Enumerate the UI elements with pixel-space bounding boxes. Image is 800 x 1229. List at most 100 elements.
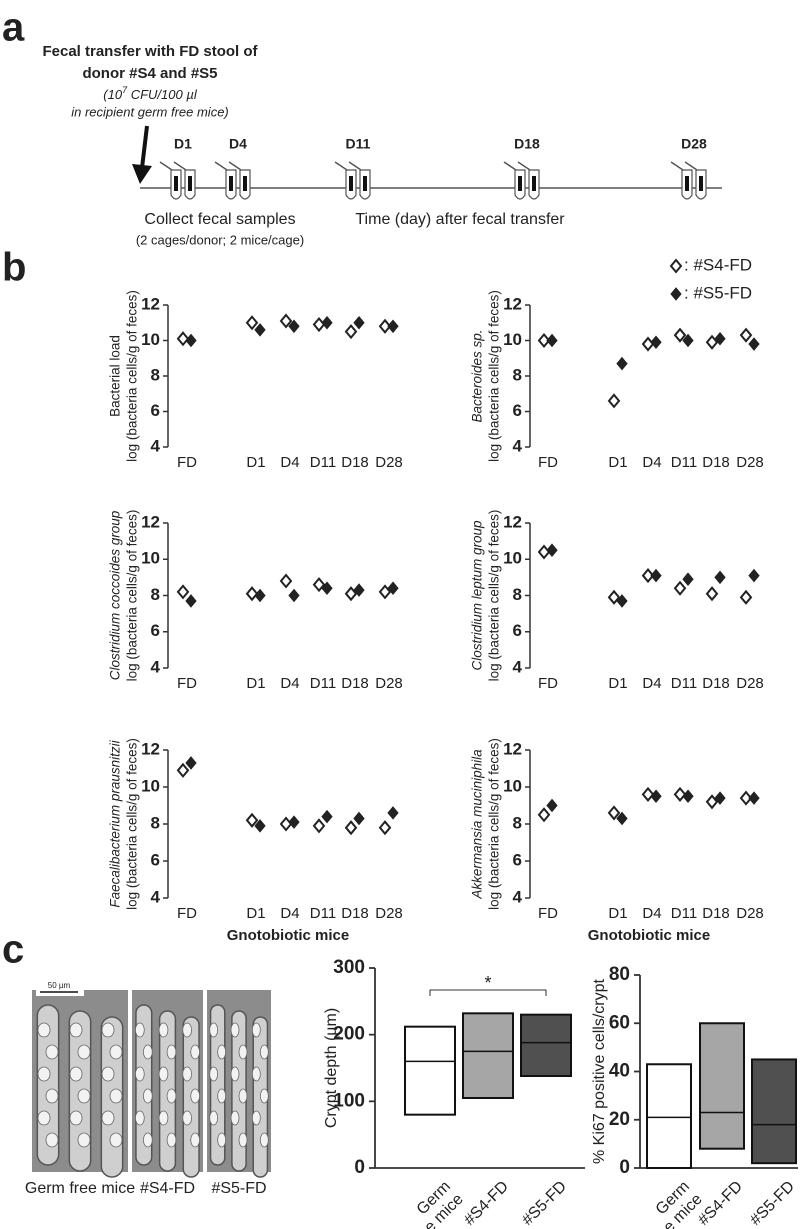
data-point [641, 568, 655, 584]
micrograph-label-box: #S4-FD [140, 1180, 195, 1197]
protocol-note: (107 CFU/100 µl [103, 85, 198, 102]
goblet-cell [142, 1132, 153, 1148]
tube-sample [532, 176, 536, 191]
data-point [353, 811, 365, 826]
goblet-cell [109, 1132, 123, 1148]
y-axis-label: log (bacteria cells/g of feces) [487, 290, 502, 462]
box [462, 1012, 514, 1099]
legend-marker [669, 258, 683, 274]
y-axis-label: Clostridium coccoides group [108, 510, 123, 680]
tube-cap [334, 161, 348, 171]
x-tick-label: D28 [736, 675, 764, 692]
y-tick-label: 12 [141, 739, 160, 758]
goblet-cell [190, 1088, 201, 1104]
data-point [387, 806, 399, 820]
x-tick-label: D18 [702, 675, 730, 692]
goblet-cell [182, 1110, 193, 1126]
x-tick-label: D1 [608, 675, 627, 692]
x-axis-label: Gnotobiotic mice [227, 927, 350, 944]
data-point [176, 762, 190, 778]
tube-sample [188, 176, 192, 191]
goblet-cell [259, 1088, 269, 1104]
panel-label: b [2, 246, 26, 290]
arrow-head [132, 164, 152, 184]
y-axis-label: log (bacteria cells/g of feces) [125, 290, 140, 462]
data-point [714, 570, 726, 585]
goblet-cell [45, 1132, 59, 1148]
data-point [705, 334, 719, 350]
y-tick-label: 8 [513, 813, 522, 832]
data-point [353, 315, 365, 330]
data-point [705, 586, 719, 602]
y-axis-label: log (bacteria cells/g of feces) [487, 738, 502, 910]
y-tick-label: 6 [513, 401, 522, 420]
goblet-cell [238, 1132, 248, 1148]
protocol-title: donor #S4 and #S5 [82, 65, 217, 82]
x-tick-label: D1 [608, 454, 627, 471]
goblet-cell [37, 1110, 51, 1126]
y-tick-label: 100 [333, 1090, 365, 1111]
timepoint-label: D4 [229, 136, 247, 152]
goblet-cell [101, 1022, 115, 1038]
y-tick-label: 6 [513, 621, 522, 640]
data-point [185, 594, 197, 608]
protocol-title: Fecal transfer with FD stool of [42, 43, 258, 60]
timepoint-label: D18 [514, 136, 540, 152]
micrograph-label-box: #S5-FD [211, 1180, 266, 1197]
x-tick-label: D18 [702, 454, 730, 471]
goblet-cell [238, 1088, 248, 1104]
x-tick-label: FD [177, 905, 197, 922]
collect-note: (2 cages/donor; 2 mice/cage) [136, 232, 304, 247]
tube-cap [159, 161, 173, 171]
data-point [748, 791, 760, 805]
x-tick-label: D18 [341, 675, 369, 692]
goblet-cell [166, 1088, 177, 1104]
y-axis-label: Faecalibacterium prausnitzii [108, 739, 123, 907]
x-tick-label: D4 [280, 454, 299, 471]
data-point [714, 331, 726, 346]
data-point [641, 786, 655, 802]
goblet-cell [209, 1022, 219, 1038]
goblet-cell [142, 1044, 153, 1060]
y-tick-label: 0 [354, 1157, 365, 1178]
x-tick-label: FD [538, 675, 558, 692]
data-point [245, 812, 259, 828]
note-superscript: 7 [122, 85, 128, 95]
goblet-cell [77, 1132, 91, 1148]
goblet-cell [69, 1066, 83, 1082]
y-tick-label: 8 [513, 365, 522, 384]
y-tick-label: 10 [503, 549, 522, 568]
box [404, 1025, 456, 1116]
data-point [673, 786, 687, 802]
box [699, 1022, 745, 1150]
y-tick-label: 6 [151, 621, 160, 640]
data-point [641, 336, 655, 352]
y-tick-label: 12 [503, 512, 522, 531]
goblet-cell [45, 1044, 59, 1060]
goblet-cell [238, 1044, 248, 1060]
goblet-cell [230, 1066, 240, 1082]
data-point [279, 816, 293, 832]
data-point [546, 333, 558, 348]
data-point [254, 323, 266, 337]
y-axis-label: log (bacteria cells/g of feces) [487, 510, 502, 682]
goblet-cell [77, 1088, 91, 1104]
goblet-cell [259, 1132, 269, 1148]
y-tick-label: 12 [503, 739, 522, 758]
goblet-cell [37, 1022, 51, 1038]
data-point [288, 319, 300, 334]
goblet-cell [142, 1088, 153, 1104]
goblet-cell [182, 1066, 193, 1082]
data-point [344, 586, 358, 602]
y-tick-label: 0 [619, 1157, 630, 1178]
data-point [321, 315, 333, 330]
x-tick-label: D28 [375, 675, 403, 692]
y-tick-label: 4 [513, 657, 523, 676]
data-point [714, 791, 726, 805]
y-axis-label: % Ki67 positive cells/crypt [591, 978, 608, 1164]
data-point [378, 584, 392, 600]
box [751, 1058, 797, 1165]
tube-cap [684, 161, 698, 171]
x-tick-label: D4 [642, 905, 661, 922]
goblet-cell [37, 1066, 51, 1082]
